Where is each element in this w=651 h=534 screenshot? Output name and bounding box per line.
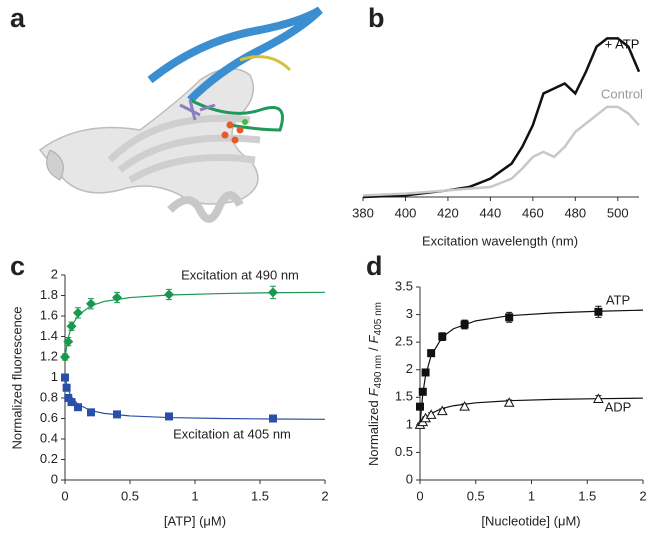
y-axis-label-part: 490 nm (373, 355, 384, 388)
data-point (416, 402, 424, 411)
data-point (421, 368, 430, 377)
x-axis-label: [ATP] (μM) (164, 513, 226, 528)
x-tick-label: 1 (528, 488, 535, 503)
data-point (62, 383, 71, 392)
x-tick-label: 480 (564, 205, 586, 220)
data-point (113, 410, 121, 419)
y-tick-label: 2 (51, 266, 58, 281)
data-point (66, 321, 77, 332)
data-point (73, 307, 83, 318)
x-tick-label: 0 (416, 488, 423, 503)
fit-curve (419, 309, 644, 425)
y-tick-label: 1.5 (395, 389, 413, 404)
y-axis-label-part: Normalized (366, 400, 381, 466)
fit-curve (64, 291, 326, 358)
x-tick-label: 1.5 (251, 488, 269, 503)
data-point (438, 332, 447, 341)
data-point (86, 298, 96, 309)
data-point (63, 336, 74, 347)
panel-label: d (366, 251, 383, 281)
y-tick-label: 1.4 (40, 328, 58, 343)
y-tick-label: 2 (406, 361, 413, 376)
x-tick-label: 2 (321, 488, 328, 503)
y-tick-label: 1 (406, 416, 413, 431)
y-axis-label-part: / (366, 347, 381, 351)
data-point (87, 408, 95, 417)
data-point (594, 307, 603, 316)
x-axis-label: Excitation wavelength (nm) (422, 233, 578, 248)
y-tick-label: 1.6 (40, 307, 58, 322)
data-point (436, 405, 448, 416)
x-tick-label: 420 (437, 205, 459, 220)
data-point (268, 287, 278, 298)
panel-label: c (10, 251, 25, 281)
data-point (425, 409, 437, 419)
x-axis-label: [Nucleotide] (μM) (481, 513, 580, 528)
y-tick-label: 3.5 (395, 278, 413, 293)
y-tick-label: 0.6 (40, 410, 58, 425)
y-tick-label: 0 (51, 471, 58, 486)
y-tick-label: 1 (51, 369, 58, 384)
data-point (505, 313, 514, 322)
data-point (418, 387, 427, 396)
panel-label: a (10, 3, 26, 33)
x-tick-label: 1.5 (578, 488, 596, 503)
y-axis-label: NormalizedF490 nm/F405 nm (366, 302, 383, 466)
x-tick-label: 380 (352, 205, 374, 220)
data-point (60, 352, 70, 362)
x-tick-label: 2 (639, 488, 646, 503)
y-axis-label: Normalized fluorescence (9, 306, 24, 449)
y-axis-label-part: F (366, 334, 381, 343)
y-tick-label: 0 (406, 471, 413, 486)
data-point (165, 412, 173, 421)
series-line (362, 105, 640, 197)
series-line (362, 37, 641, 199)
y-tick-label: 2.5 (395, 334, 413, 349)
data-point (269, 414, 277, 423)
y-axis-label-part: 405 nm (373, 302, 384, 335)
y-tick-label: 0.4 (40, 430, 58, 445)
series-label: + ATP (605, 36, 640, 51)
data-point (61, 373, 69, 382)
panel-label: b (368, 3, 385, 33)
data-point (503, 397, 515, 407)
x-tick-label: 1 (191, 488, 198, 503)
x-tick-label: 0.5 (467, 488, 485, 503)
series-label: Control (601, 86, 643, 101)
data-point (460, 320, 469, 329)
y-tick-label: 0.2 (40, 451, 58, 466)
x-tick-label: 400 (395, 205, 417, 220)
data-point (164, 289, 174, 300)
data-point (112, 292, 122, 303)
y-tick-label: 1.2 (40, 348, 58, 363)
x-tick-label: 0.5 (121, 488, 139, 503)
x-tick-label: 0 (61, 488, 68, 503)
fit-curve (64, 377, 326, 420)
data-point (67, 398, 76, 407)
y-tick-label: 0.8 (40, 389, 58, 404)
x-tick-label: 440 (480, 205, 502, 220)
x-tick-label: 460 (522, 205, 544, 220)
y-tick-label: 0.5 (395, 444, 413, 459)
series-label: Excitation at 490 nm (181, 267, 299, 282)
data-point (427, 349, 436, 358)
data-point (459, 401, 470, 411)
series-label: ATP (606, 292, 630, 307)
protein-structure (38, 6, 323, 223)
y-tick-label: 3 (406, 306, 413, 321)
y-axis-label-part: F (366, 387, 381, 396)
series-label: ADP (605, 399, 632, 414)
x-tick-label: 500 (607, 205, 629, 220)
data-point (593, 393, 604, 403)
y-tick-label: 1.8 (40, 287, 58, 302)
series-label: Excitation at 405 nm (173, 426, 291, 441)
data-point (74, 403, 82, 412)
